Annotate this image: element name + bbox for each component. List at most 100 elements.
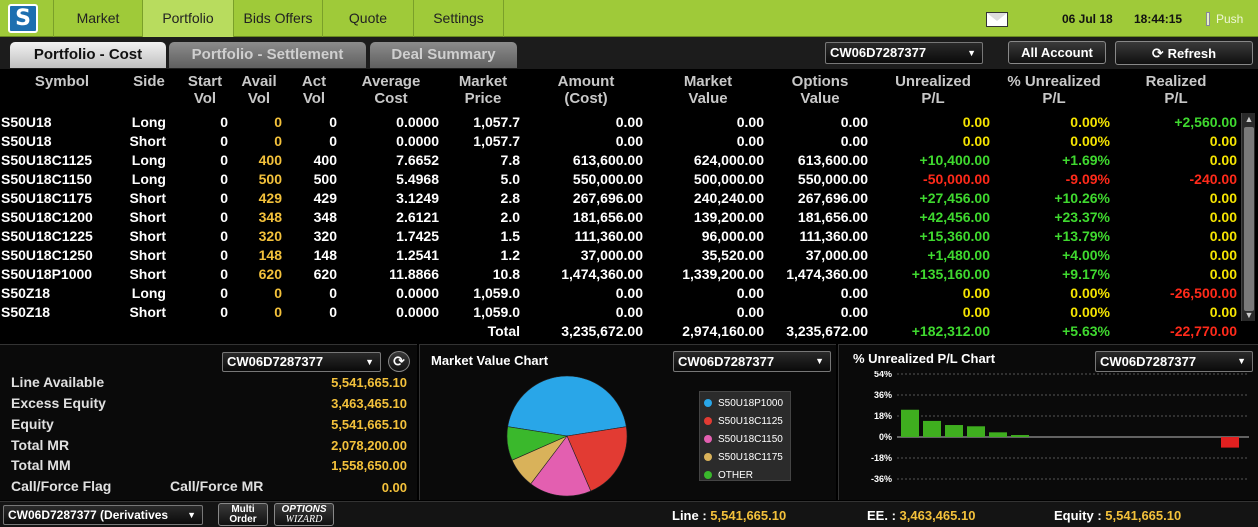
col-header-act-vol[interactable]: Act Vol bbox=[301, 73, 327, 107]
total-unrealized-pl: +182,312.00 bbox=[911, 323, 990, 339]
legend-item[interactable]: S50U18C1175 bbox=[704, 452, 783, 463]
nav-divider bbox=[53, 0, 54, 37]
cell-options-value: 111,360.00 bbox=[799, 228, 868, 244]
legend-item[interactable]: S50U18C1150 bbox=[704, 434, 783, 445]
cell-market-price: 2.0 bbox=[500, 209, 520, 225]
table-row[interactable]: S50U18C1150 Long 0 500 500 5.4968 5.0 550,000.0… bbox=[0, 170, 1240, 189]
cell-amount-cost: 0.00 bbox=[615, 304, 643, 320]
account-select[interactable]: CW06D7287377 ▼ bbox=[825, 42, 983, 64]
pie-slice[interactable] bbox=[506, 426, 569, 461]
cell-avail-vol: 320 bbox=[258, 228, 282, 244]
col-header-average-cost[interactable]: Average Cost bbox=[361, 73, 421, 107]
col-header-options-value[interactable]: Options Value bbox=[791, 73, 849, 107]
col-header-start-vol[interactable]: Start Vol bbox=[187, 73, 223, 107]
pl-bar[interactable] bbox=[989, 432, 1007, 437]
col-header-avail-vol[interactable]: Avail Vol bbox=[241, 73, 277, 107]
push-toggle[interactable]: Push bbox=[1204, 11, 1250, 29]
footer-line-value: 5,541,665.10 bbox=[710, 508, 787, 523]
cell-market-value: 96,000.00 bbox=[701, 228, 764, 244]
market-value-account-select[interactable]: CW06D7287377 ▼ bbox=[673, 351, 831, 372]
nav-tab-bids-offers[interactable]: Bids Offers bbox=[234, 0, 323, 37]
col-header-market-value[interactable]: Market Value bbox=[683, 73, 733, 107]
summary-refresh-icon[interactable]: ⟳ bbox=[388, 351, 410, 372]
cell-pct-unrealized-pl: +23.37% bbox=[1054, 209, 1110, 225]
market-value-pie-chart bbox=[506, 375, 628, 497]
nav-tab-settings[interactable]: Settings bbox=[414, 0, 504, 37]
summary-value-call-force-mr: 0.00 bbox=[381, 480, 407, 495]
col-header-side[interactable]: Side bbox=[133, 73, 165, 90]
multi-order-button[interactable]: Multi Order bbox=[218, 503, 268, 526]
col-header-market-price[interactable]: Market Price bbox=[458, 73, 508, 107]
cell-avail-vol: 500 bbox=[258, 171, 282, 187]
legend-item[interactable]: S50U18P1000 bbox=[704, 398, 783, 409]
cell-start-vol: 0 bbox=[220, 190, 228, 206]
table-row[interactable]: S50U18 Short 0 0 0 0.0000 1,057.7 0.00 0.00 0.00 0… bbox=[0, 132, 1240, 151]
table-row[interactable]: S50U18C1175 Short 0 429 429 3.1249 2.8 267,696.… bbox=[0, 189, 1240, 208]
col-header-amount-cost[interactable]: Amount (Cost) bbox=[557, 73, 615, 107]
pie-slice[interactable] bbox=[530, 435, 592, 497]
table-row[interactable]: S50U18C1125 Long 0 400 400 7.6652 7.8 613,600.0… bbox=[0, 151, 1240, 170]
col-header-pct-unrealized-pl[interactable]: % Unrealized P/L bbox=[1007, 73, 1101, 107]
cell-symbol: S50U18C1125 bbox=[1, 152, 93, 168]
pl-bar[interactable] bbox=[1221, 437, 1239, 448]
col-header-symbol[interactable]: Symbol bbox=[34, 73, 90, 90]
table-scrollbar[interactable]: ▲ ▼ bbox=[1241, 113, 1255, 321]
pie-slice[interactable] bbox=[566, 426, 628, 492]
mail-icon[interactable] bbox=[986, 12, 1008, 27]
cell-amount-cost: 267,696.00 bbox=[572, 190, 643, 206]
cell-average-cost: 7.6652 bbox=[396, 152, 439, 168]
nav-tab-market[interactable]: Market bbox=[54, 0, 143, 37]
pl-bar[interactable] bbox=[945, 425, 963, 437]
footer-line: Line : 5,541,665.10 bbox=[672, 508, 786, 523]
pl-bar[interactable] bbox=[923, 420, 941, 437]
tab-portfolio-cost[interactable]: Portfolio - Cost bbox=[10, 42, 166, 68]
pl-chart-account-select[interactable]: CW06D7287377 ▼ bbox=[1095, 351, 1253, 372]
cell-realized-pl: -26,500.00 bbox=[1170, 285, 1237, 301]
scroll-up-icon[interactable]: ▲ bbox=[1244, 114, 1254, 124]
cell-avail-vol: 148 bbox=[258, 247, 282, 263]
cell-side: Long bbox=[131, 285, 166, 301]
options-wizard-button[interactable]: OPTIONS WIZARD bbox=[274, 503, 334, 526]
cell-average-cost: 1.7425 bbox=[396, 228, 439, 244]
legend-swatch-icon bbox=[704, 471, 712, 479]
time-label: 18:44:15 bbox=[1134, 12, 1183, 26]
nav-tab-portfolio[interactable]: Portfolio bbox=[143, 0, 234, 37]
pie-slice[interactable] bbox=[507, 375, 627, 437]
table-row[interactable]: S50U18C1225 Short 0 320 320 1.7425 1.5 111,360.… bbox=[0, 227, 1240, 246]
legend-item[interactable]: OTHER bbox=[704, 470, 753, 481]
nav-tab-quote[interactable]: Quote bbox=[323, 0, 414, 37]
all-account-button[interactable]: All Account bbox=[1008, 41, 1106, 64]
cell-market-value: 1,339,200.00 bbox=[682, 266, 764, 282]
portfolio-subtabs-row: Portfolio - Cost Portfolio - Settlement … bbox=[0, 37, 1258, 69]
portfolio-table-header: Symbol Side Start Vol Avail Vol Act Vol Ave… bbox=[0, 69, 1258, 113]
tab-deal-summary[interactable]: Deal Summary bbox=[370, 42, 517, 68]
table-row[interactable]: S50Z18 Long 0 0 0 0.0000 1,059.0 0.00 0.00 0.00 0.… bbox=[0, 284, 1240, 303]
col-header-realized-pl[interactable]: Realized P/L bbox=[1145, 73, 1207, 107]
cell-start-vol: 0 bbox=[220, 304, 228, 320]
tab-portfolio-settlement[interactable]: Portfolio - Settlement bbox=[169, 42, 366, 68]
table-row[interactable]: S50Z18 Short 0 0 0 0.0000 1,059.0 0.00 0.00 0.00 0… bbox=[0, 303, 1240, 322]
table-row[interactable]: S50U18C1250 Short 0 148 148 1.2541 1.2 37,000.0… bbox=[0, 246, 1240, 265]
legend-swatch-icon bbox=[704, 417, 712, 425]
table-row[interactable]: S50U18C1200 Short 0 348 348 2.6121 2.0 181,656.… bbox=[0, 208, 1240, 227]
cell-amount-cost: 0.00 bbox=[615, 133, 643, 149]
summary-account-select[interactable]: CW06D7287377 ▼ bbox=[222, 352, 381, 372]
col-header-unrealized-pl[interactable]: Unrealized P/L bbox=[895, 73, 971, 107]
table-row[interactable]: S50U18P1000 Short 0 620 620 11.8866 10.8 1,474,… bbox=[0, 265, 1240, 284]
scroll-down-icon[interactable]: ▼ bbox=[1244, 310, 1254, 320]
refresh-button[interactable]: ⟳ Refresh bbox=[1115, 41, 1253, 65]
pl-bar[interactable] bbox=[1011, 435, 1029, 437]
pl-bar[interactable] bbox=[901, 409, 919, 437]
cell-start-vol: 0 bbox=[220, 171, 228, 187]
cell-market-value: 139,200.00 bbox=[693, 209, 764, 225]
cell-act-vol: 0 bbox=[329, 304, 337, 320]
cell-pct-unrealized-pl: +4.00% bbox=[1062, 247, 1110, 263]
app-logo-icon[interactable]: S bbox=[8, 4, 38, 33]
legend-item[interactable]: S50U18C1125 bbox=[704, 416, 783, 427]
footer-account-select[interactable]: CW06D7287377 (Derivatives ▼ bbox=[3, 505, 203, 525]
scroll-thumb[interactable] bbox=[1244, 127, 1254, 311]
pl-bar[interactable] bbox=[967, 426, 985, 437]
unrealized-pl-bar-chart: 54% 36% 18% 0% -18% -36% bbox=[871, 371, 1249, 484]
cell-symbol: S50U18C1175 bbox=[1, 190, 93, 206]
table-row[interactable]: S50U18 Long 0 0 0 0.0000 1,057.7 0.00 0.00 0.00 0.… bbox=[0, 113, 1240, 132]
